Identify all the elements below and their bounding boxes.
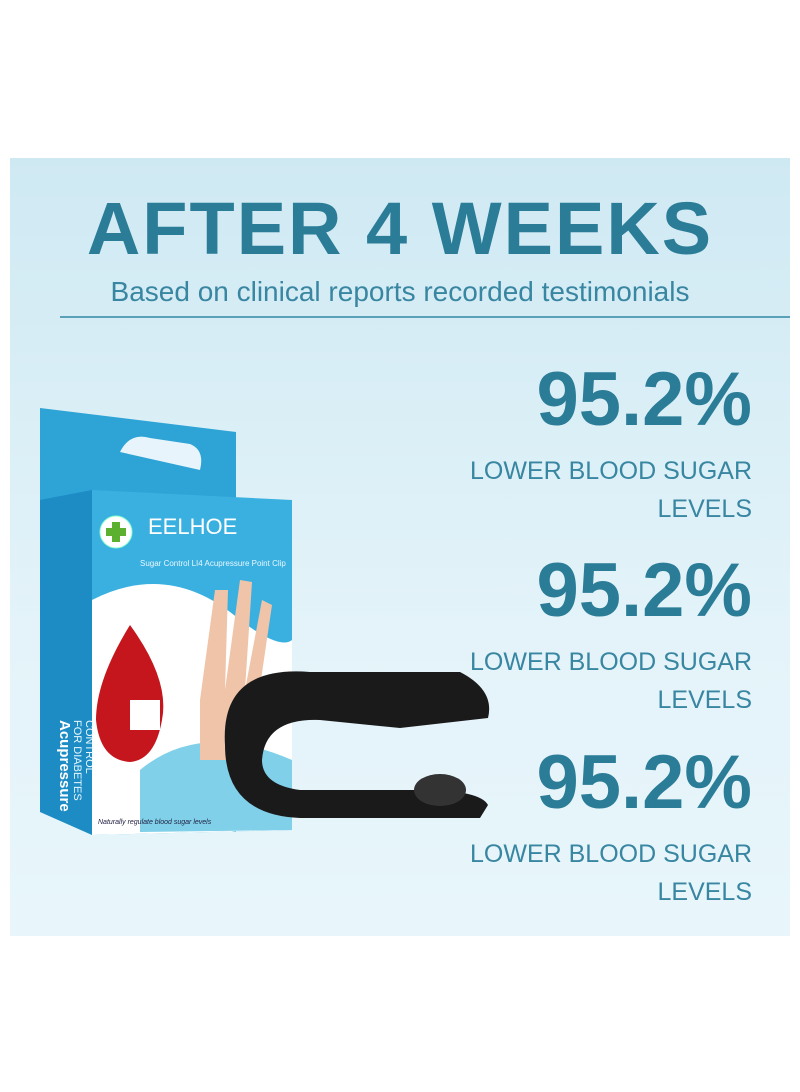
stat: 95.2% LOWER BLOOD SUGAR LEVELS xyxy=(422,551,752,719)
title: AFTER 4 WEEKS xyxy=(86,187,714,270)
stat-value: 95.2% xyxy=(536,357,753,442)
clip-bead xyxy=(414,774,466,806)
divider xyxy=(60,316,790,318)
stat: 95.2% LOWER BLOOD SUGAR LEVELS xyxy=(422,360,752,528)
hang-hole xyxy=(120,436,202,470)
logo-cross xyxy=(106,522,126,542)
side-title: Acupressure xyxy=(56,720,73,812)
stat-label: LOWER BLOOD SUGAR LEVELS xyxy=(470,648,752,714)
clip xyxy=(224,671,490,818)
stat-label: LOWER BLOOD SUGAR LEVELS xyxy=(470,457,752,523)
box-side xyxy=(40,490,92,835)
subtitle: Based on clinical reports recorded testi… xyxy=(110,276,690,307)
side-line: FOR DIABETES xyxy=(71,720,83,801)
stat: 95.2% LOWER BLOOD SUGAR LEVELS xyxy=(422,743,752,911)
tagline: Naturally regulate blood sugar levels xyxy=(98,819,212,826)
product-subtitle: Sugar Control LI4 Acupressure Point Clip xyxy=(140,559,286,568)
side-line: CONTROL xyxy=(83,720,95,774)
stat-value: 95.2% xyxy=(536,740,753,825)
sugar-cube xyxy=(130,700,160,730)
stat-label: LOWER BLOOD SUGAR LEVELS xyxy=(470,840,752,906)
stat-value: 95.2% xyxy=(536,548,753,633)
side-text: Acupressure FOR DIABETES CONTROL xyxy=(56,720,95,812)
hand xyxy=(200,580,272,760)
brand: EELHOE xyxy=(148,514,237,539)
